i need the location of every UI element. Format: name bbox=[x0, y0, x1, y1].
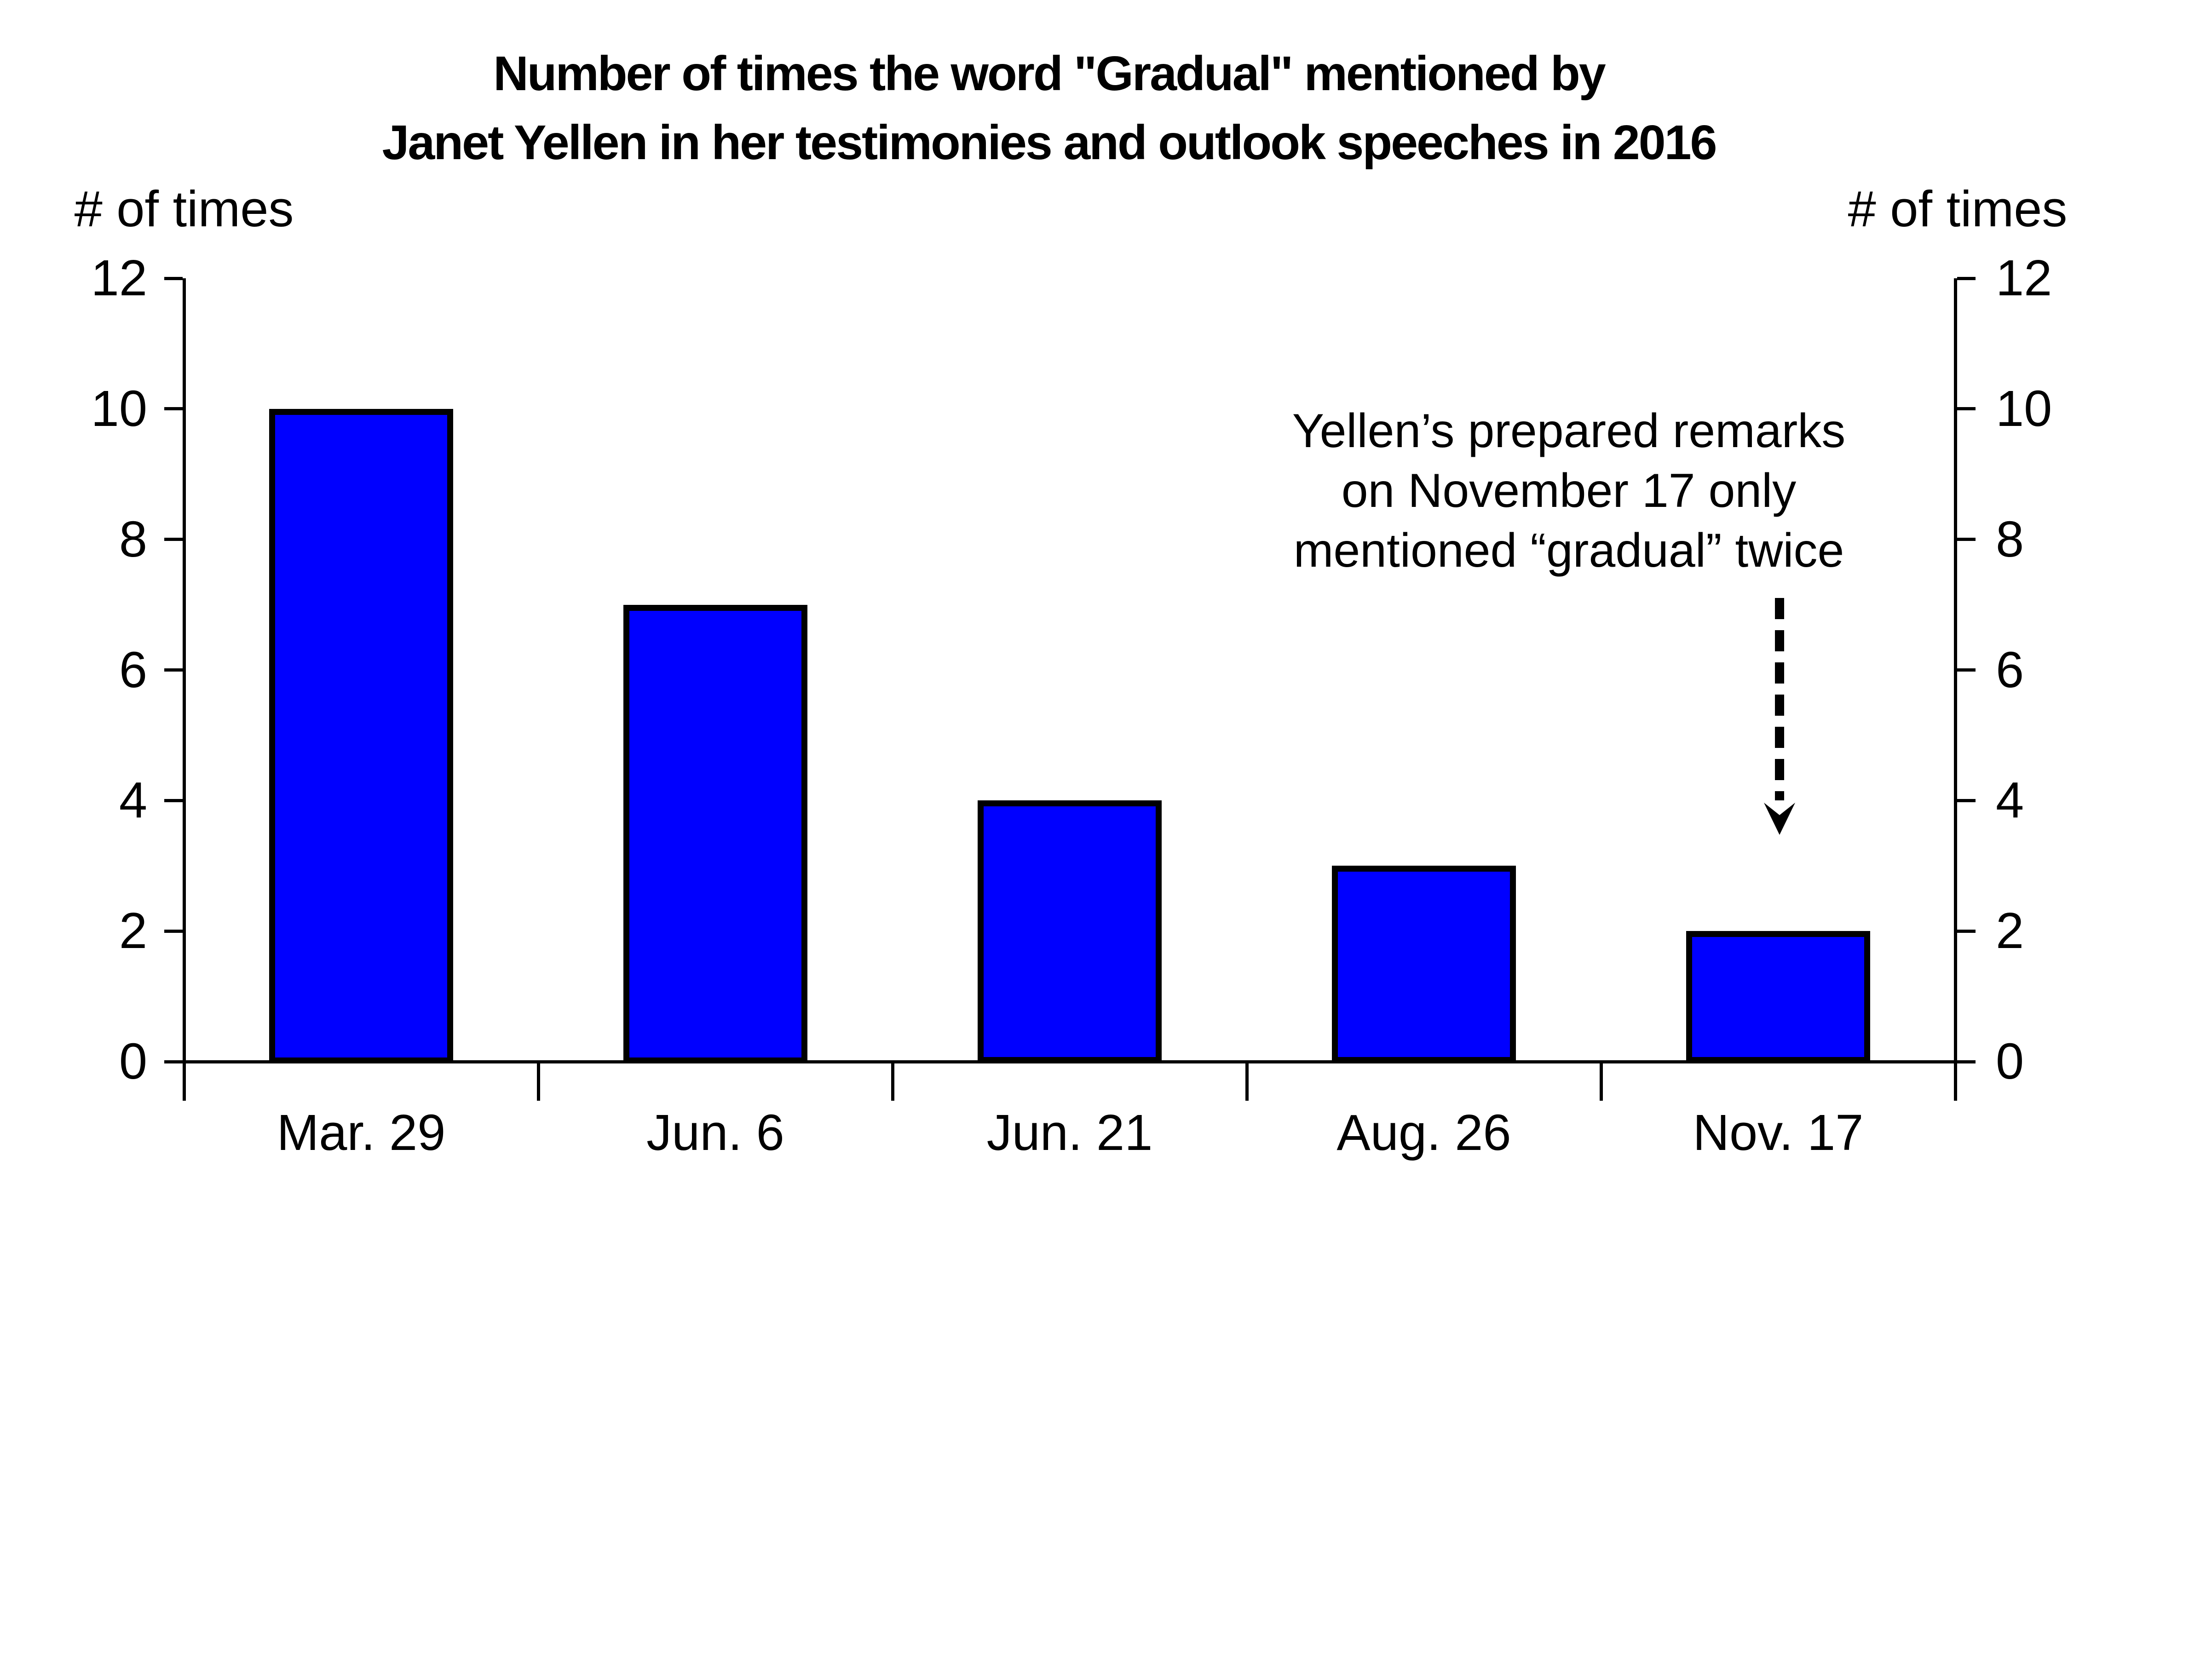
x-tick bbox=[183, 1062, 186, 1101]
x-tick bbox=[537, 1062, 540, 1101]
x-category-label-jun-6: Jun. 6 bbox=[646, 1104, 784, 1161]
x-category-label-mar-29: Mar. 29 bbox=[276, 1104, 446, 1161]
y-tick-label-left: 2 bbox=[119, 902, 147, 959]
y-tick-label-left: 0 bbox=[119, 1033, 147, 1090]
y-tick-right bbox=[1957, 407, 1976, 410]
y-tick-right bbox=[1957, 538, 1976, 541]
chart-title: Number of times the word "Gradual" menti… bbox=[0, 39, 2098, 177]
y-tick-left bbox=[164, 668, 183, 672]
y-tick-left bbox=[164, 277, 183, 280]
y-tick-right bbox=[1957, 799, 1976, 802]
chart-title-line1: Number of times the word "Gradual" menti… bbox=[493, 46, 1606, 101]
annotation-line3: mentioned “gradual” twice bbox=[1293, 524, 1844, 577]
x-tick bbox=[891, 1062, 894, 1101]
x-tick bbox=[1600, 1062, 1603, 1101]
y-tick-right bbox=[1957, 277, 1976, 280]
bar-jun-6 bbox=[623, 605, 807, 1063]
y-tick-label-right: 0 bbox=[1996, 1033, 2024, 1090]
x-category-label-aug-26: Aug. 26 bbox=[1336, 1104, 1511, 1161]
bar-nov-17 bbox=[1686, 931, 1870, 1063]
y-tick-left bbox=[164, 799, 183, 802]
y-tick-label-right: 6 bbox=[1996, 642, 2024, 698]
y-tick-label-right: 2 bbox=[1996, 902, 2024, 959]
x-tick bbox=[1954, 1062, 1957, 1101]
y-tick-right bbox=[1957, 1060, 1976, 1063]
chart-title-line2: Janet Yellen in her testimonies and outl… bbox=[382, 115, 1717, 170]
x-category-label-jun-21: Jun. 21 bbox=[986, 1104, 1153, 1161]
right-axis-title: # of times bbox=[1848, 181, 2068, 237]
x-category-label-nov-17: Nov. 17 bbox=[1693, 1104, 1864, 1161]
annotation-text: Yellen’s prepared remarks on November 17… bbox=[1155, 401, 1983, 580]
annotation-arrow-icon bbox=[1764, 598, 1795, 835]
y-tick-label-left: 12 bbox=[91, 250, 147, 306]
y-tick-left bbox=[164, 407, 183, 410]
annotation-line2: on November 17 only bbox=[1341, 464, 1797, 517]
y-axis-right bbox=[1954, 278, 1957, 1101]
y-tick-label-left: 10 bbox=[91, 380, 147, 437]
y-tick-left bbox=[164, 930, 183, 933]
y-tick-right bbox=[1957, 930, 1976, 933]
bar-jun-21 bbox=[978, 800, 1162, 1063]
bar-mar-29 bbox=[269, 409, 453, 1063]
annotation-line1: Yellen’s prepared remarks bbox=[1292, 404, 1846, 458]
x-tick bbox=[1245, 1062, 1249, 1101]
y-tick-label-right: 4 bbox=[1996, 772, 2024, 828]
y-tick-label-right: 8 bbox=[1996, 511, 2024, 568]
y-tick-label-right: 12 bbox=[1996, 250, 2052, 306]
y-tick-label-left: 6 bbox=[119, 642, 147, 698]
y-tick-label-right: 10 bbox=[1996, 380, 2052, 437]
left-axis-title: # of times bbox=[74, 181, 294, 237]
y-tick-left bbox=[164, 538, 183, 541]
y-tick-label-left: 8 bbox=[119, 511, 147, 568]
y-axis-left bbox=[183, 278, 186, 1101]
y-tick-right bbox=[1957, 668, 1976, 672]
bar-aug-26 bbox=[1332, 866, 1516, 1063]
y-tick-label-left: 4 bbox=[119, 772, 147, 828]
y-tick-left bbox=[164, 1060, 183, 1063]
